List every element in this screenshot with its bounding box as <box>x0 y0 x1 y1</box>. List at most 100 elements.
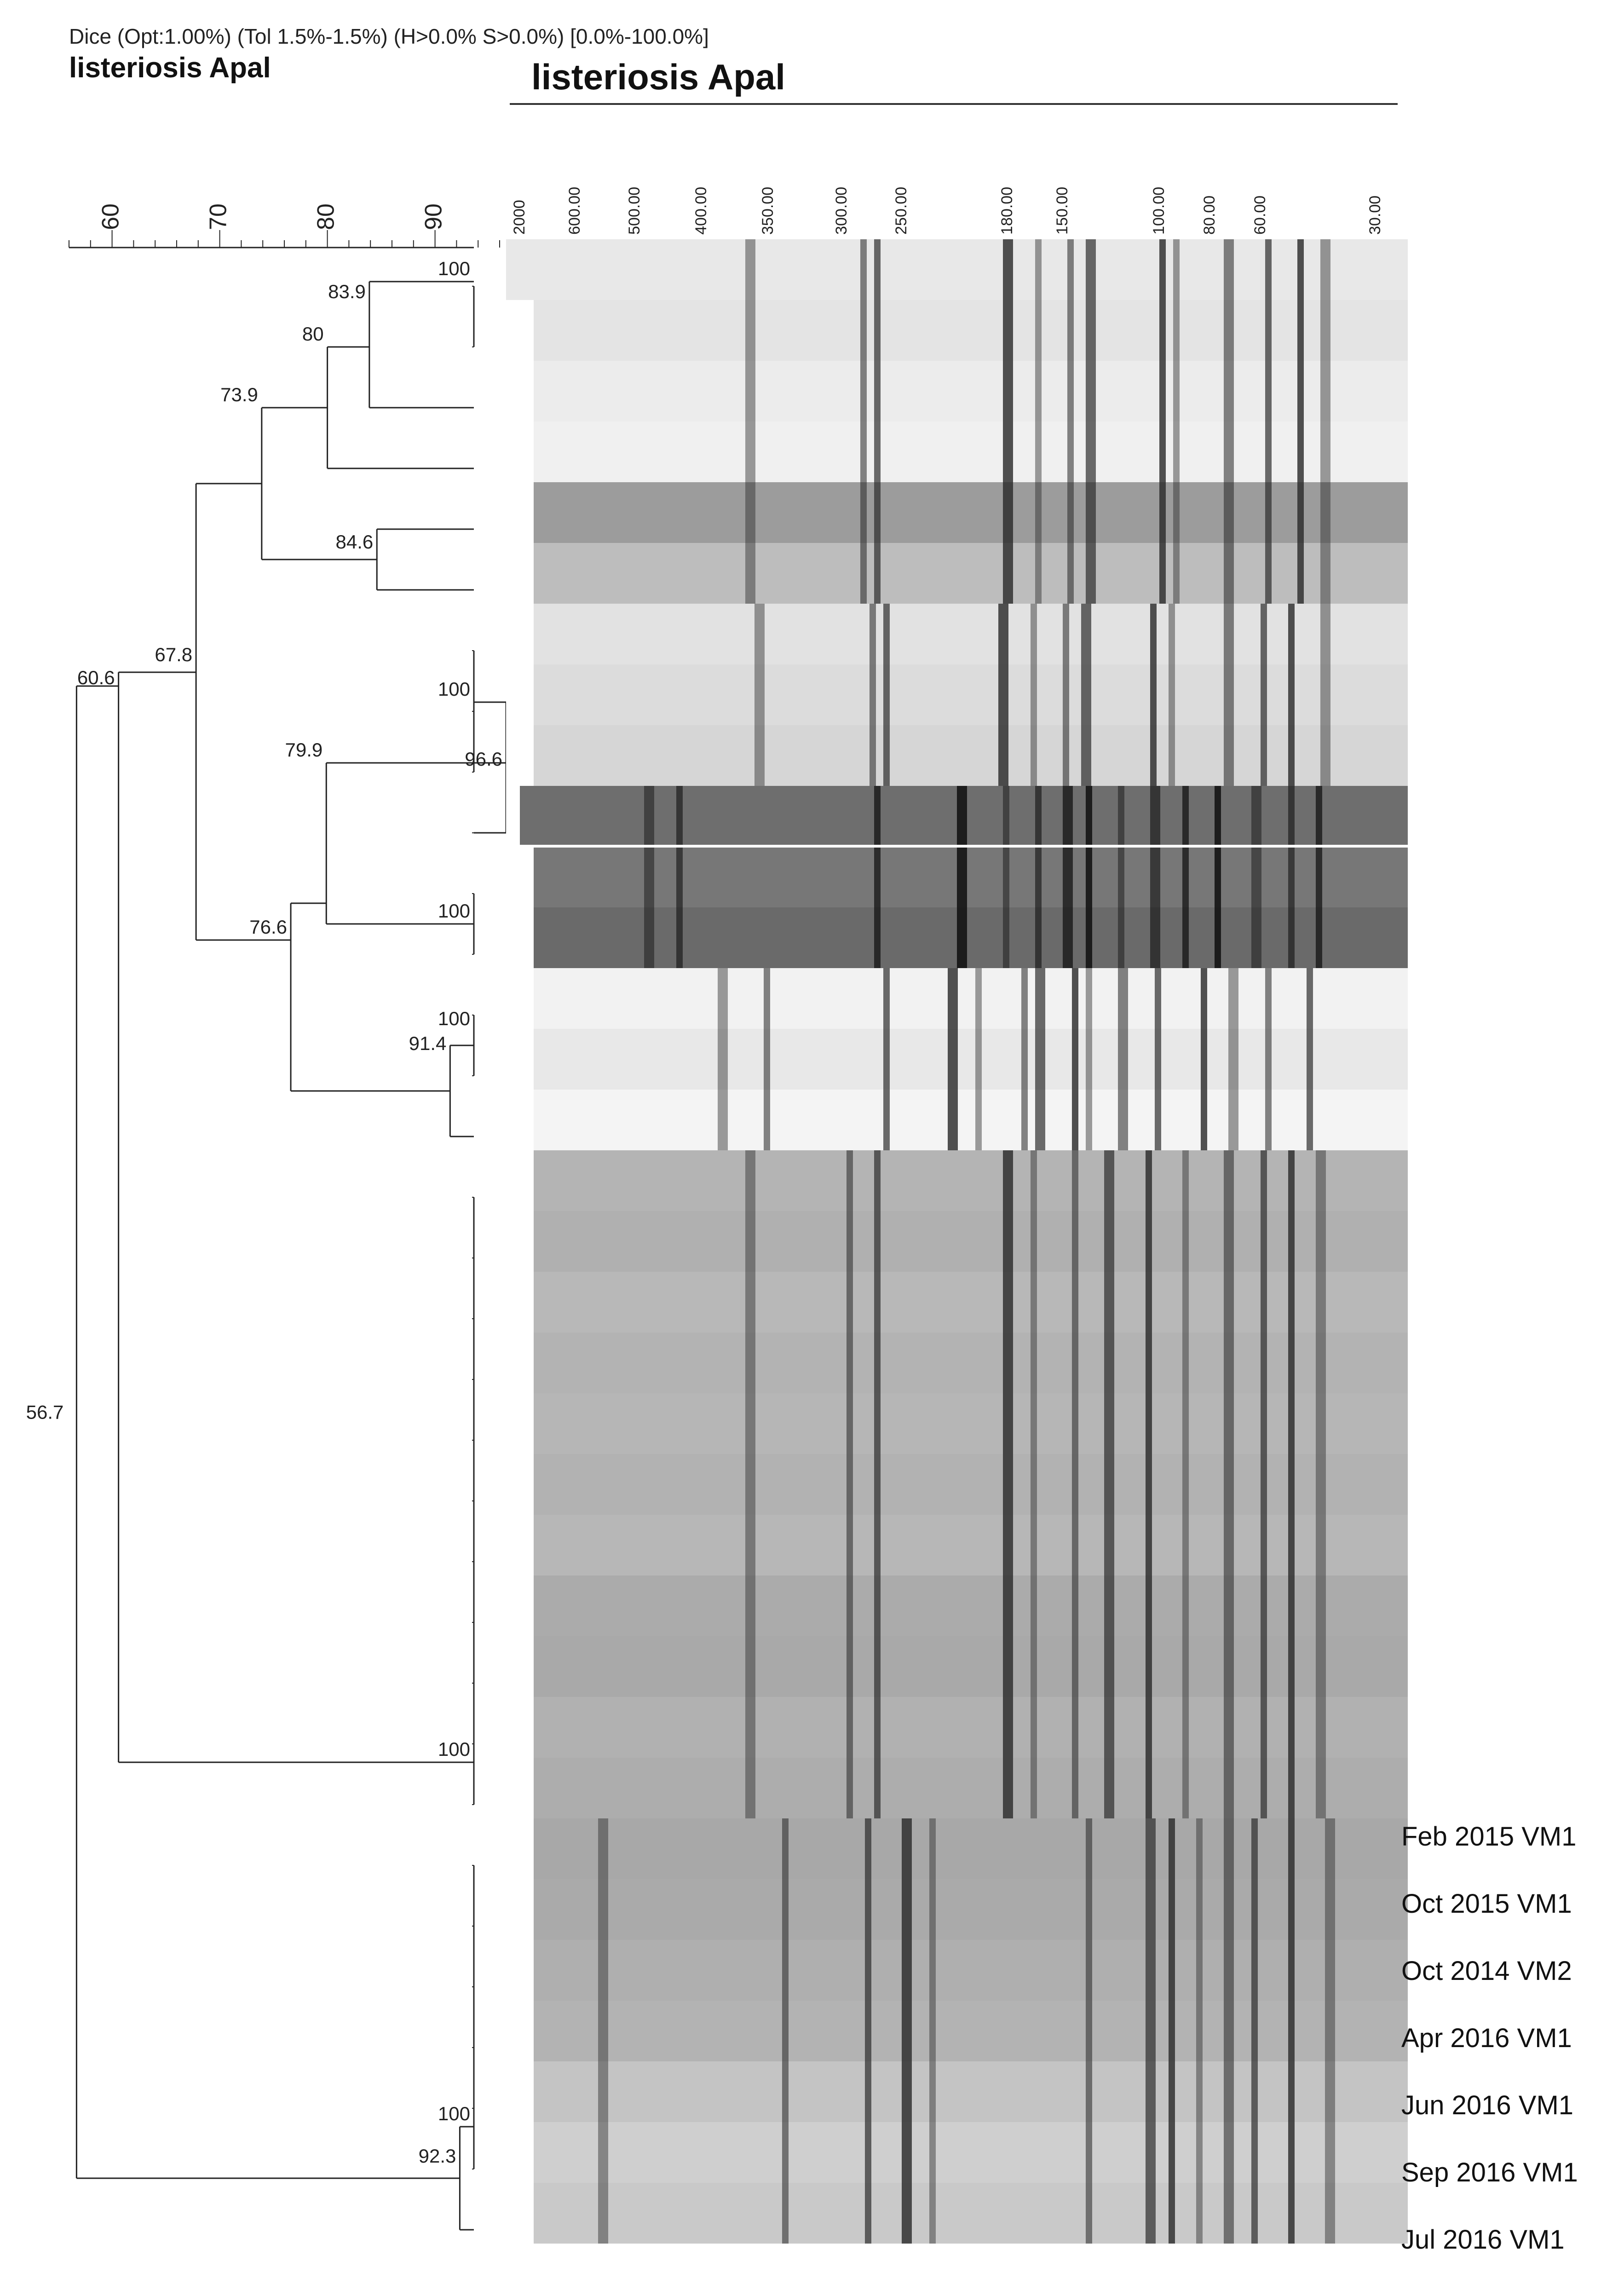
gel-band <box>1003 543 1013 604</box>
gel-band <box>1072 1575 1078 1636</box>
gel-band <box>1251 1879 1258 1940</box>
gel-band <box>847 1697 853 1758</box>
gel-band <box>948 1090 958 1150</box>
gel-band <box>860 239 867 300</box>
gel-band <box>1159 300 1166 361</box>
gel-lane <box>534 543 1408 604</box>
gel-band <box>1169 1940 1175 2001</box>
gel-band <box>860 482 867 543</box>
gel-band <box>1316 1636 1326 1697</box>
gel-band <box>1031 1393 1037 1454</box>
gel-band <box>1031 664 1037 725</box>
gel-band <box>1035 907 1042 968</box>
gel-band <box>1201 1029 1207 1090</box>
gel-band <box>1031 604 1037 664</box>
gel-band <box>1169 1818 1175 1879</box>
gel-lane <box>534 2061 1408 2122</box>
lane-background <box>534 1697 1408 1758</box>
gel-band <box>1288 1697 1295 1758</box>
lane-label: Feb 2015 VM1 <box>1401 1822 1577 1852</box>
gel-band <box>1072 1090 1078 1150</box>
gel-band <box>1067 482 1074 543</box>
gel-band <box>874 421 881 482</box>
gel-band <box>676 907 683 968</box>
gel-band <box>998 604 1008 664</box>
gel-band <box>1182 1333 1189 1393</box>
size-marker-label: 80.00 <box>1201 195 1218 235</box>
gel-band <box>1251 2122 1258 2183</box>
gel-lane <box>534 1758 1408 1818</box>
gel-band <box>1325 1818 1335 1879</box>
gel-band <box>1288 2122 1295 2183</box>
gel-band <box>1251 1940 1258 2001</box>
gel-band <box>1173 482 1180 543</box>
gel-band <box>1224 1150 1234 1211</box>
gel-band <box>847 1636 853 1697</box>
gel-band <box>1067 239 1074 300</box>
gel-lane <box>534 1029 1408 1090</box>
gel-band <box>1146 1333 1152 1393</box>
gel-lane <box>534 1515 1408 1575</box>
size-marker-label: 30.00 <box>1366 195 1384 235</box>
lane-background <box>534 1029 1408 1090</box>
gel-band <box>745 1636 755 1697</box>
gel-band <box>1196 2122 1203 2183</box>
gel-band <box>1224 482 1234 543</box>
gel-band <box>1146 1879 1156 1940</box>
gel-band <box>883 968 890 1029</box>
gel-band <box>860 543 867 604</box>
node-value: 56.7 <box>26 1402 64 1423</box>
gel-band <box>1224 1272 1234 1333</box>
gel-band <box>1320 604 1330 664</box>
gel-band <box>1146 1636 1152 1697</box>
gel-lane <box>534 1879 1408 1940</box>
gel-band <box>1288 1454 1295 1515</box>
gel-lane <box>534 2183 1408 2244</box>
gel-band <box>1118 968 1128 1029</box>
gel-band <box>874 1333 881 1393</box>
gel-band <box>1196 1940 1203 2001</box>
gel-band <box>998 725 1008 786</box>
gel-band <box>1063 847 1073 907</box>
gel-band <box>1072 1333 1078 1393</box>
gel-band <box>1003 847 1009 907</box>
gel-band <box>745 1272 755 1333</box>
gel-band <box>1288 907 1295 968</box>
gel-lane <box>534 1454 1408 1515</box>
lane-label: Oct 2014 VM2 <box>1401 1956 1572 1986</box>
size-marker-label: 180.00 <box>998 187 1016 235</box>
gel-band <box>1182 1272 1189 1333</box>
gel-lane <box>534 1393 1408 1454</box>
gel-band <box>1261 664 1267 725</box>
gel-band <box>764 1090 770 1150</box>
gel-band <box>1003 1515 1013 1575</box>
gel-lane <box>534 1211 1408 1272</box>
analysis-settings: Dice (Opt:1.00%) (Tol 1.5%-1.5%) (H>0.0%… <box>69 24 709 48</box>
gel-band <box>1196 1879 1203 1940</box>
gel-band <box>975 1029 982 1090</box>
gel-band <box>1261 604 1267 664</box>
gel-band <box>1072 1758 1078 1818</box>
gel-band <box>782 2001 789 2061</box>
gel-band <box>998 664 1008 725</box>
gel-band <box>1224 725 1234 786</box>
gel-band <box>745 1575 755 1636</box>
gel-band <box>1182 1150 1189 1211</box>
gel-band <box>1261 1636 1267 1697</box>
gel-band <box>1031 1575 1037 1636</box>
gel-band <box>1265 239 1272 300</box>
gel-band <box>865 2061 871 2122</box>
gel-band <box>1316 1211 1326 1272</box>
gel-band <box>1182 1515 1189 1575</box>
gel-band <box>745 1697 755 1758</box>
gel-band <box>957 786 967 847</box>
gel-band <box>1086 1090 1092 1150</box>
title-underline <box>510 103 1398 105</box>
gel-band <box>782 2061 789 2122</box>
gel-band <box>745 239 755 300</box>
gel-band <box>1118 847 1124 907</box>
gel-lane <box>534 300 1408 361</box>
gel-band <box>1325 2183 1335 2244</box>
lane-background <box>534 968 1408 1029</box>
gel-band <box>1035 786 1042 847</box>
